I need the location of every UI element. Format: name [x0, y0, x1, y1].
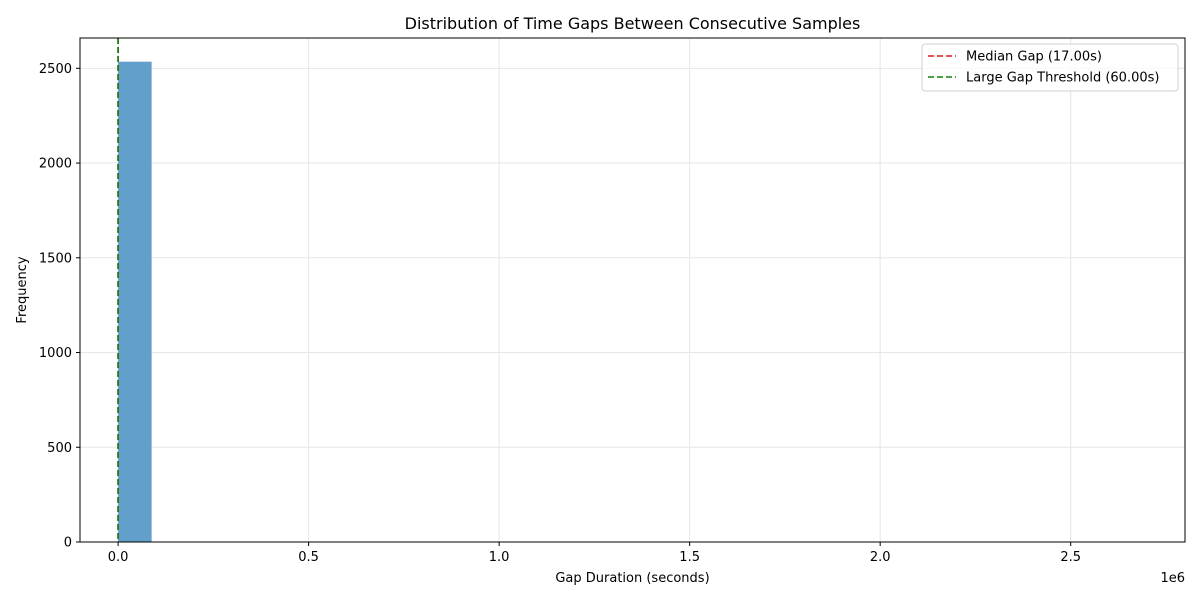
y-tick-label: 2500	[39, 62, 72, 77]
y-tick-label: 0	[64, 536, 72, 551]
x-tick-label: 2.5	[1060, 550, 1081, 565]
legend-box	[921, 43, 1179, 92]
x-tick-label: 1.5	[679, 550, 700, 565]
y-axis-ticks: 0 500 1000 1500 2000 2500	[39, 62, 80, 551]
y-axis-label: Frequency	[15, 256, 30, 323]
x-tick-label: 1.0	[489, 550, 510, 565]
x-tick-label: 0.5	[298, 550, 319, 565]
legend-median-label: Median Gap (17.00s)	[966, 50, 1102, 65]
y-tick-label: 1000	[39, 346, 72, 361]
chart-title: Distribution of Time Gaps Between Consec…	[405, 14, 861, 33]
x-tick-label: 2.0	[870, 550, 891, 565]
grid	[80, 38, 1185, 543]
x-axis-ticks: 0.0 0.5 1.0 1.5 2.0 2.5	[108, 542, 1081, 565]
x-axis-label: Gap Duration (seconds)	[555, 571, 709, 586]
y-tick-label: 500	[47, 441, 72, 456]
histogram-bar	[118, 61, 152, 543]
x-axis-offset-label: 1e6	[1160, 571, 1185, 586]
x-tick-label: 0.0	[108, 550, 129, 565]
legend-threshold-label: Large Gap Threshold (60.00s)	[966, 71, 1159, 86]
bars	[118, 61, 152, 543]
y-tick-label: 1500	[39, 251, 72, 266]
plot-frame	[79, 37, 1186, 543]
y-tick-label: 2000	[39, 157, 72, 172]
legend: Median Gap (17.00s) Large Gap Threshold (…	[921, 43, 1179, 92]
